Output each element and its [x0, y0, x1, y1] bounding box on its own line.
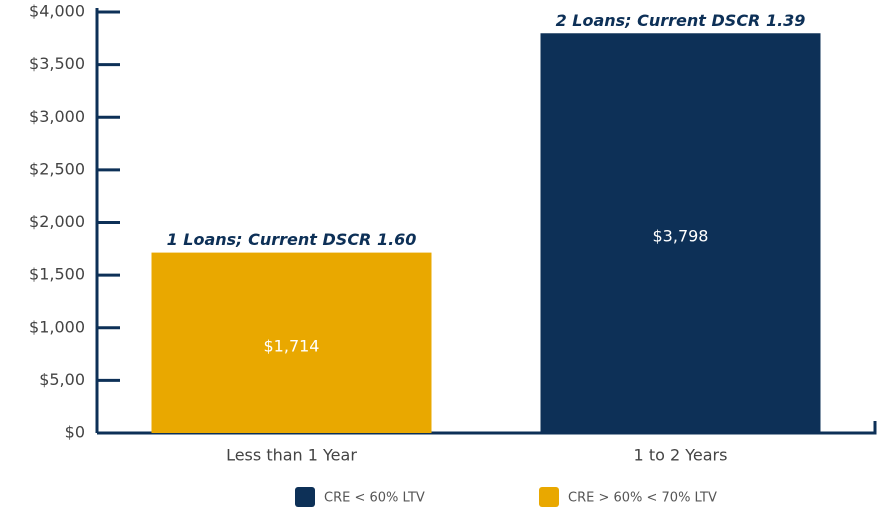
- legend-label: CRE < 60% LTV: [324, 491, 425, 506]
- y-tick-label: $2,500: [29, 159, 85, 178]
- y-tick-label: $3,500: [29, 54, 85, 73]
- value-label: $3,798: [653, 227, 709, 246]
- y-tick-label: $5,00: [39, 370, 85, 389]
- annotation: 2 Loans; Current DSCR 1.39: [556, 11, 806, 30]
- y-tick-label: $3,000: [29, 107, 85, 126]
- value-label: $1,714: [264, 336, 320, 355]
- annotation: 1 Loans; Current DSCR 1.60: [167, 230, 417, 249]
- y-tick-label: $4,000: [29, 2, 85, 21]
- y-tick-label: $0: [65, 423, 85, 442]
- y-tick-label: $1,500: [29, 265, 85, 284]
- x-tick-label: Less than 1 Year: [226, 446, 357, 465]
- bar: [540, 33, 821, 433]
- legend-swatch: [295, 487, 315, 507]
- y-tick-label: $1,000: [29, 317, 85, 336]
- legend-swatch: [539, 487, 559, 507]
- legend-label: CRE > 60% < 70% LTV: [568, 491, 717, 506]
- y-tick-label: $2,000: [29, 212, 85, 231]
- bar: [151, 252, 432, 433]
- x-tick-label: 1 to 2 Years: [634, 446, 728, 465]
